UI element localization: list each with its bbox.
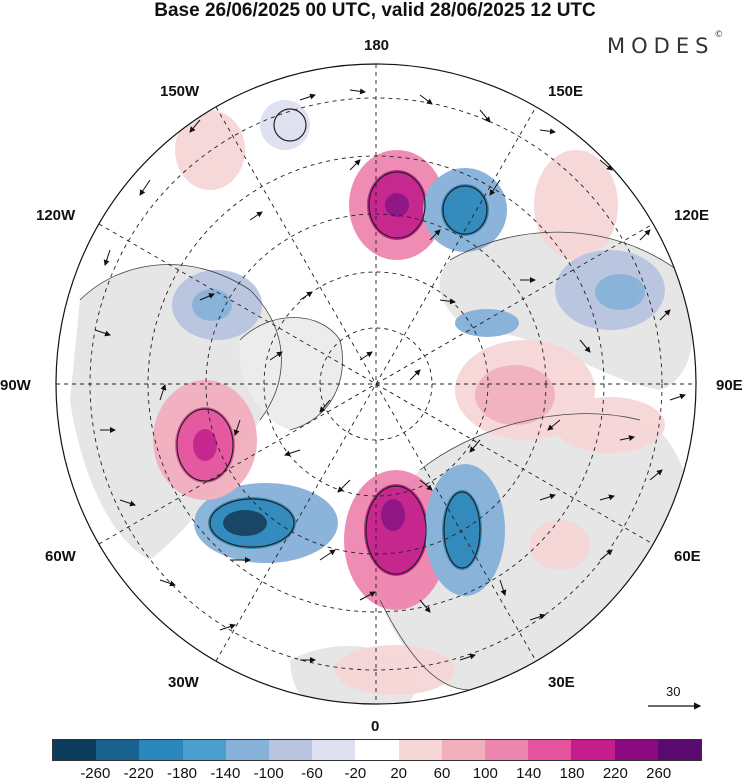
lon-label-90e: 90E	[716, 377, 743, 394]
colorbar-swatch	[139, 740, 183, 760]
colorbar-swatch	[657, 740, 702, 760]
colorbar-tick-label: 20	[390, 765, 407, 782]
lon-label-120e: 120E	[674, 207, 710, 224]
colorbar-swatch	[441, 740, 486, 760]
colorbar-tick-label: 100	[472, 765, 498, 782]
colorbar-swatch	[355, 740, 399, 760]
colorbar-tick-label: 220	[602, 765, 628, 782]
colorbar-swatch	[182, 740, 226, 760]
map-boundary	[55, 63, 697, 705]
lon-label-90w: 90W	[0, 377, 31, 394]
modes-logo: MODES©	[607, 30, 724, 58]
lon-label-150e: 150E	[548, 83, 584, 100]
lon-label-30e: 30E	[548, 674, 575, 691]
colorbar-swatch	[614, 740, 658, 760]
colorbar-tick-label: -260	[80, 765, 111, 782]
colorbar-swatch	[571, 740, 615, 760]
colorbar-swatch	[96, 740, 140, 760]
wind-vectors	[94, 88, 686, 663]
colorbar-tick-label: 60	[433, 765, 451, 782]
lon-label-150w: 150W	[160, 83, 200, 100]
lon-label-0: 0	[371, 718, 380, 735]
coastlines	[79, 231, 691, 691]
lon-label-60e: 60E	[674, 548, 701, 565]
lon-label-30w: 30W	[168, 674, 199, 691]
colorbar-swatch	[398, 740, 442, 760]
colorbar-swatch	[269, 740, 313, 760]
geopotential-contours	[176, 108, 488, 575]
lon-label-120w: 120W	[36, 207, 76, 224]
colorbar-swatch	[485, 740, 529, 760]
colorbar	[52, 739, 702, 761]
reference-vector-label: 30	[666, 684, 681, 699]
colorbar-tick-label: -60	[301, 765, 323, 782]
lon-label-60w: 60W	[45, 548, 76, 565]
land-greenland	[239, 317, 343, 430]
colorbar-tick-label: -220	[123, 765, 154, 782]
colorbar-tick-label: -20	[344, 765, 367, 782]
colorbar-tick-label: 140	[516, 765, 542, 782]
colorbar-swatch	[528, 740, 572, 760]
colorbar-swatch	[312, 740, 356, 760]
colorbar-tick-label: -140	[210, 765, 241, 782]
colorbar-swatch	[53, 740, 97, 760]
colorbar-tick-label: -180	[166, 765, 198, 782]
colorbar-tick-label: 180	[559, 765, 585, 782]
graticule	[56, 64, 696, 704]
colorbar-swatch	[225, 740, 270, 760]
colorbar-tick-label: 260	[646, 765, 672, 782]
lon-label-180: 180	[364, 37, 390, 54]
colorbar-tick-label: -100	[253, 765, 284, 782]
map-title: Base 26/06/2025 00 UTC, valid 28/06/2025…	[154, 0, 596, 21]
